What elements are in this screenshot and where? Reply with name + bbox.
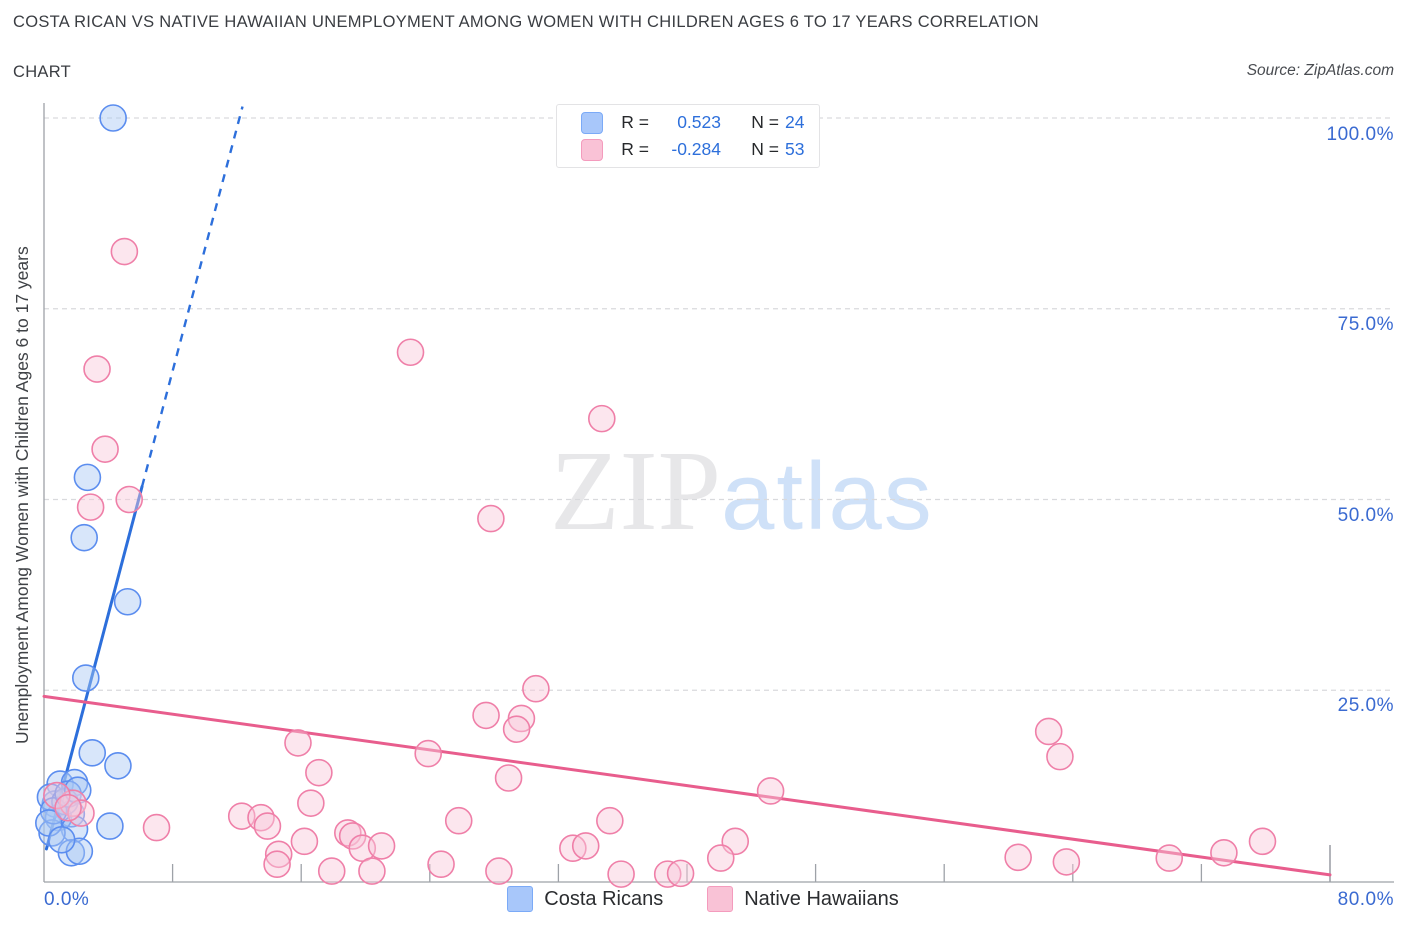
x-axis-label-min: 0.0% xyxy=(44,889,90,910)
scatter-point-native-hawaiian[interactable] xyxy=(444,806,473,835)
n-label: N = xyxy=(751,139,779,159)
scatter-point-native-hawaiian[interactable] xyxy=(1052,848,1081,876)
scatter-point-native-hawaiian[interactable] xyxy=(284,729,312,757)
scatter-point-native-hawaiian[interactable] xyxy=(264,840,293,869)
scatter-point-native-hawaiian[interactable] xyxy=(756,777,785,805)
scatter-point-costa-rican[interactable] xyxy=(47,825,76,854)
scatter-point-native-hawaiian[interactable] xyxy=(485,857,513,885)
scatter-point-native-hawaiian[interactable] xyxy=(1210,838,1238,867)
trend-line-dashed-costa-rican xyxy=(140,106,244,487)
scatter-point-native-hawaiian[interactable] xyxy=(83,355,111,383)
scatter-point-native-hawaiian[interactable] xyxy=(477,504,505,533)
scatter-point-native-hawaiian[interactable] xyxy=(142,813,171,842)
scatter-point-costa-rican[interactable] xyxy=(96,812,124,840)
scatter-point-native-hawaiian[interactable] xyxy=(110,237,139,266)
scatter-point-native-hawaiian[interactable] xyxy=(472,701,500,730)
r-value-costa-rican: 0.523 xyxy=(677,112,721,132)
scatter-point-native-hawaiian[interactable] xyxy=(297,789,325,817)
scatter-point-costa-rican[interactable] xyxy=(78,739,107,767)
costa-ricans-swatch xyxy=(507,886,534,912)
scatter-point-native-hawaiian[interactable] xyxy=(1004,843,1032,872)
correlation-stats-box: R = 0.523 N = 24 R = -0.284 N = 53 xyxy=(556,104,820,168)
scatter-point-native-hawaiian[interactable] xyxy=(317,857,346,885)
legend-item-native-hawaiians[interactable]: Native Hawaiians xyxy=(707,886,899,912)
scatter-point-costa-rican[interactable] xyxy=(99,104,127,132)
scatter-point-native-hawaiian[interactable] xyxy=(607,860,635,888)
series-legend: Costa Ricans Native Hawaiians xyxy=(0,886,1406,912)
scatter-point-native-hawaiian[interactable] xyxy=(1155,844,1184,872)
native-hawaiians-swatch xyxy=(707,886,734,912)
scatter-point-native-hawaiian[interactable] xyxy=(666,859,695,888)
legend-item-costa-ricans[interactable]: Costa Ricans xyxy=(507,886,663,912)
scatter-point-costa-rican[interactable] xyxy=(70,523,98,552)
n-value-costa-rican: 24 xyxy=(785,112,805,132)
scatter-point-native-hawaiian[interactable] xyxy=(502,715,531,743)
r-label: R = xyxy=(621,139,649,159)
source-attribution: Source: ZipAtlas.com xyxy=(1246,62,1394,79)
y-axis-label-25: 25.0% xyxy=(1337,695,1394,716)
y-axis-label-100: 100.0% xyxy=(1326,124,1394,145)
scatter-point-native-hawaiian[interactable] xyxy=(571,832,600,860)
scatter-point-native-hawaiian[interactable] xyxy=(522,674,550,703)
stats-row-costa-rican: R = 0.523 N = 24 xyxy=(581,111,807,134)
pink-series-swatch xyxy=(581,138,603,161)
scatter-point-costa-rican[interactable] xyxy=(104,751,132,780)
scatter-point-native-hawaiian[interactable] xyxy=(427,850,455,879)
blue-series-swatch xyxy=(581,111,603,134)
r-label: R = xyxy=(621,112,649,132)
scatter-point-costa-rican[interactable] xyxy=(71,664,100,692)
trend-line-native-hawaiian xyxy=(42,694,1332,877)
scatter-point-native-hawaiian[interactable] xyxy=(367,832,396,860)
scatter-point-native-hawaiian[interactable] xyxy=(305,758,333,787)
scatter-point-costa-rican[interactable] xyxy=(113,587,142,616)
scatter-point-native-hawaiian[interactable] xyxy=(588,404,616,433)
stats-row-native-hawaiian: R = -0.284 N = 53 xyxy=(581,138,807,161)
y-axis-title: Unemployment Among Women with Children A… xyxy=(12,246,32,744)
scatter-point-native-hawaiian[interactable] xyxy=(1034,717,1063,746)
scatter-point-native-hawaiian[interactable] xyxy=(54,793,82,822)
n-label: N = xyxy=(751,112,779,132)
scatter-point-native-hawaiian[interactable] xyxy=(334,819,362,847)
scatter-point-costa-rican[interactable] xyxy=(73,463,102,492)
y-axis-label-75: 75.0% xyxy=(1337,314,1394,335)
scatter-point-native-hawaiian[interactable] xyxy=(253,812,282,840)
scatter-point-native-hawaiian[interactable] xyxy=(91,435,119,463)
scatter-point-native-hawaiian[interactable] xyxy=(706,844,735,872)
x-axis-label-max: 80.0% xyxy=(1337,889,1394,910)
scatter-point-native-hawaiian[interactable] xyxy=(1046,742,1074,771)
chart-title-line2: CHART xyxy=(13,63,72,81)
scatter-point-native-hawaiian[interactable] xyxy=(358,857,386,885)
n-value-native-hawaiian: 53 xyxy=(785,139,805,159)
scatter-point-native-hawaiian[interactable] xyxy=(414,739,442,768)
native-hawaiians-label: Native Hawaiians xyxy=(744,887,899,910)
scatter-point-native-hawaiian[interactable] xyxy=(115,485,143,514)
scatter-point-native-hawaiian[interactable] xyxy=(263,850,291,879)
scatter-point-native-hawaiian[interactable] xyxy=(494,764,523,792)
y-axis-label-50: 50.0% xyxy=(1337,505,1394,526)
r-value-native-hawaiian: -0.284 xyxy=(671,139,721,159)
scatter-point-native-hawaiian[interactable] xyxy=(76,493,105,521)
scatter-point-native-hawaiian[interactable] xyxy=(1248,827,1277,856)
scatter-point-native-hawaiian[interactable] xyxy=(596,806,624,835)
chart-title: COSTA RICAN VS NATIVE HAWAIIAN UNEMPLOYM… xyxy=(13,13,1039,31)
scatter-point-native-hawaiian[interactable] xyxy=(290,827,319,856)
scatter-point-native-hawaiian[interactable] xyxy=(396,338,425,367)
costa-ricans-label: Costa Ricans xyxy=(544,887,664,910)
